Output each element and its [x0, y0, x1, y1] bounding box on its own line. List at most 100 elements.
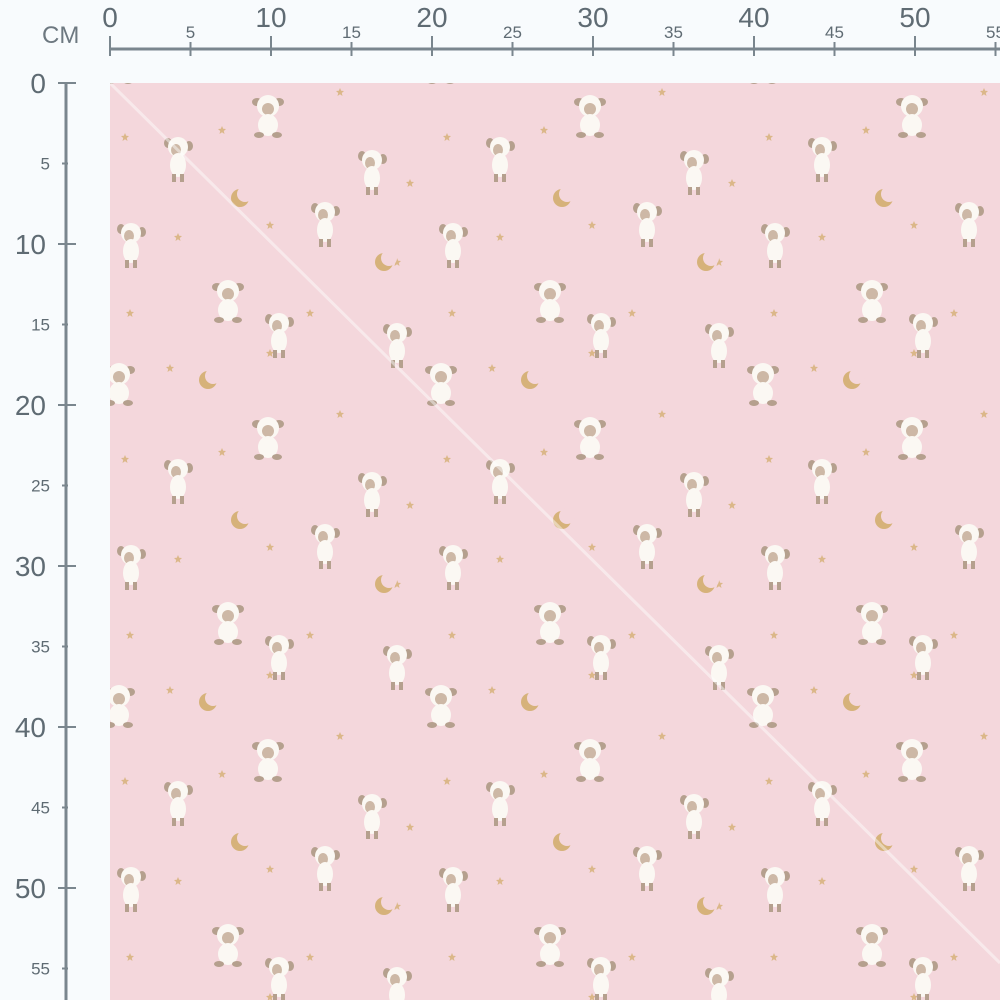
- crescent-moon: [843, 368, 865, 389]
- top-ruler-label: 30: [577, 2, 608, 33]
- star: [448, 631, 456, 639]
- sitting-lamb: [110, 83, 132, 84]
- left-ruler-label: 5: [41, 155, 50, 174]
- star: [336, 732, 344, 740]
- star: [715, 580, 723, 588]
- standing-lamb: [311, 846, 340, 891]
- sitting-lamb: [574, 739, 606, 782]
- star: [266, 221, 274, 229]
- sitting-lamb: [750, 83, 776, 84]
- star: [588, 865, 596, 873]
- standing-lamb: [808, 137, 837, 182]
- crescent-moon: [231, 830, 253, 851]
- crescent-moon: [521, 368, 543, 389]
- sitting-lamb: [212, 602, 244, 645]
- star: [218, 770, 226, 778]
- crescent-moon: [875, 508, 897, 529]
- left-ruler-label: 0: [30, 68, 46, 99]
- left-ruler-label: 25: [31, 477, 50, 496]
- sitting-lamb: [747, 363, 779, 406]
- star: [588, 349, 596, 357]
- standing-lamb: [955, 524, 984, 569]
- star: [336, 410, 344, 418]
- star: [166, 364, 174, 372]
- star: [770, 953, 778, 961]
- standing-lamb: [808, 459, 837, 504]
- star: [910, 671, 918, 679]
- star: [443, 133, 451, 141]
- standing-lamb: [265, 957, 294, 1000]
- standing-lamb: [633, 846, 662, 891]
- star: [406, 179, 414, 187]
- standing-lamb: [439, 545, 468, 590]
- standing-lamb: [383, 967, 412, 1000]
- fabric-background: [110, 83, 1000, 1000]
- star: [218, 126, 226, 134]
- star: [218, 448, 226, 456]
- sitting-lamb: [896, 417, 928, 460]
- star: [658, 88, 666, 96]
- sitting-lamb: [534, 280, 566, 323]
- standing-lamb: [164, 459, 193, 504]
- star: [728, 501, 736, 509]
- star: [588, 543, 596, 551]
- star: [910, 993, 918, 1000]
- sitting-lamb: [856, 280, 888, 323]
- star: [770, 631, 778, 639]
- star: [540, 448, 548, 456]
- star: [496, 233, 504, 241]
- star: [406, 823, 414, 831]
- sitting-lamb: [896, 739, 928, 782]
- star: [126, 309, 134, 317]
- crescent-moon: [375, 572, 397, 593]
- sitting-lamb: [212, 924, 244, 967]
- star: [496, 555, 504, 563]
- star: [121, 455, 129, 463]
- star: [126, 631, 134, 639]
- sitting-lamb: [252, 95, 284, 138]
- crescent-moon: [697, 894, 719, 915]
- star: [628, 309, 636, 317]
- standing-lamb: [265, 635, 294, 680]
- standing-lamb: [486, 137, 515, 182]
- star: [393, 580, 401, 588]
- standing-lamb: [587, 313, 616, 358]
- crescent-moon: [375, 894, 397, 915]
- sitting-lamb: [212, 280, 244, 323]
- star: [728, 179, 736, 187]
- left-ruler-label: 30: [15, 551, 46, 582]
- crescent-moon: [875, 186, 897, 207]
- sitting-lamb: [856, 924, 888, 967]
- left-ruler-label: 10: [15, 229, 46, 260]
- crescent-moon: [199, 690, 221, 711]
- left-ruler-label: 45: [31, 799, 50, 818]
- star: [658, 410, 666, 418]
- star: [980, 410, 988, 418]
- standing-lamb: [358, 150, 387, 195]
- fabric-fold-crease: [110, 83, 1000, 965]
- star: [540, 770, 548, 778]
- top-ruler-label: 10: [255, 2, 286, 33]
- star: [266, 349, 274, 357]
- standing-lamb: [383, 645, 412, 690]
- standing-lamb: [358, 794, 387, 839]
- crescent-moon: [231, 186, 253, 207]
- crescent-moon: [231, 508, 253, 529]
- standing-lamb: [955, 202, 984, 247]
- sitting-lamb: [425, 685, 457, 728]
- star: [818, 877, 826, 885]
- left-ruler-label: 20: [15, 390, 46, 421]
- ruler-unit-label: CM: [42, 22, 80, 49]
- star: [950, 309, 958, 317]
- sitting-lamb: [534, 924, 566, 967]
- sitting-lamb: [252, 417, 284, 460]
- standing-lamb: [909, 635, 938, 680]
- sitting-lamb: [252, 739, 284, 782]
- sitting-lamb: [534, 602, 566, 645]
- star: [818, 233, 826, 241]
- star: [266, 543, 274, 551]
- crescent-moon: [553, 186, 575, 207]
- star: [393, 902, 401, 910]
- star: [266, 865, 274, 873]
- top-ruler-label: 55: [986, 23, 1000, 42]
